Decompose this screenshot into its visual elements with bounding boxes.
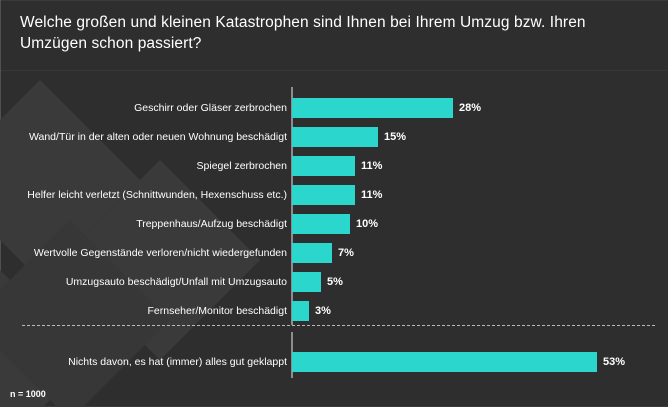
bar-value-label: 53% (603, 356, 626, 368)
bar-row: Wertvolle Gegenstände verloren/nicht wie… (0, 243, 668, 263)
bar-rect[interactable] (292, 243, 332, 263)
bar-value-label: 15% (384, 131, 407, 143)
bar-row: Fernseher/Monitor beschädigt 3% (0, 301, 668, 321)
bar-value-label: 7% (338, 247, 354, 259)
bar-rect[interactable] (292, 127, 378, 147)
bar-value-label: 5% (327, 276, 343, 288)
bar-value-label: 28% (459, 102, 482, 114)
sample-size-footnote: n = 1000 (10, 389, 46, 399)
bar-rect[interactable] (292, 301, 309, 321)
bar-category-label: Treppenhaus/Aufzug beschädigt (136, 218, 287, 230)
bar-rect[interactable] (292, 272, 321, 292)
bar-row: Geschirr oder Gläser zerbrochen 28% (0, 98, 668, 118)
bar-rect[interactable] (292, 214, 350, 234)
bar-category-label: Spiegel zerbrochen (196, 160, 287, 172)
bar-value-label: 10% (356, 218, 379, 230)
bar-row: Treppenhaus/Aufzug beschädigt 10% (0, 214, 668, 234)
bar-rect[interactable] (292, 352, 597, 372)
bar-category-label: Fernseher/Monitor beschädigt (147, 305, 288, 317)
bar-category-label: Umzugsauto beschädigt/Unfall mit Umzugsa… (65, 276, 287, 288)
value-axis-line-upper (291, 87, 293, 325)
group-separator-dotted-line (22, 325, 655, 326)
bar-category-label: Wand/Tür in der alten oder neuen Wohnung… (28, 131, 287, 143)
bar-value-label: 3% (315, 305, 331, 317)
header-divider (0, 70, 668, 71)
bar-value-label: 11% (361, 160, 383, 172)
frame-edge-top (0, 0, 668, 1)
bar-category-label: Helfer leicht verletzt (Schnittwunden, H… (27, 189, 287, 201)
bar-rect[interactable] (292, 185, 355, 205)
bar-category-label: Nichts davon, es hat (immer) alles gut g… (68, 356, 287, 368)
bar-row: Helfer leicht verletzt (Schnittwunden, H… (0, 185, 668, 205)
bar-row: Wand/Tür in der alten oder neuen Wohnung… (0, 127, 668, 147)
bar-row: Umzugsauto beschädigt/Unfall mit Umzugsa… (0, 272, 668, 292)
bar-row: Spiegel zerbrochen 11% (0, 156, 668, 176)
plot-area: Geschirr oder Gläser zerbrochen 28% Wand… (0, 70, 668, 407)
bar-category-label: Geschirr oder Gläser zerbrochen (134, 102, 287, 114)
bar-rect[interactable] (292, 98, 453, 118)
bar-value-label: 11% (361, 189, 383, 201)
bar-row: Nichts davon, es hat (immer) alles gut g… (0, 352, 668, 372)
page-title: Welche großen und kleinen Katastrophen s… (20, 14, 586, 52)
value-axis-line-lower (291, 332, 293, 378)
bar-category-label: Wertvolle Gegenstände verloren/nicht wie… (33, 247, 287, 259)
bar-rect[interactable] (292, 156, 355, 176)
